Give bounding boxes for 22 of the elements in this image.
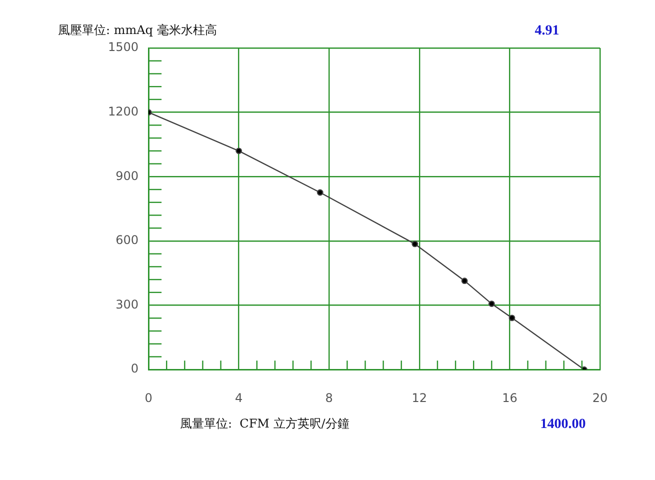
y-tick-label: 300 [116,297,139,312]
y-tick-label: 0 [130,362,139,376]
y-tick-label: 600 [116,233,139,248]
x-tick-label: 4 [235,390,243,405]
point [316,189,324,196]
x-tick-label: 0 [144,390,152,405]
x-tick-label: 16 [502,390,518,405]
y-tick-label: 900 [116,168,139,183]
y-axis-title: 風壓單位: mmAq 毫米水柱高 [58,23,217,38]
text: 1400.00 [540,417,586,432]
point [461,278,468,284]
point [236,148,242,154]
text: 4.91 [534,24,560,39]
x-tick-label: 12 [412,390,428,405]
x-tick-label: 20 [592,390,608,405]
y-tick-label: 1500 [108,40,139,54]
point [488,300,495,307]
y-tick-label: 1200 [108,104,139,118]
point [508,314,516,322]
x-tick-label: 8 [325,390,333,405]
point [412,240,418,248]
x-axis-title: 風量單位: CFM 立方英呎/分鐘 [180,416,350,431]
